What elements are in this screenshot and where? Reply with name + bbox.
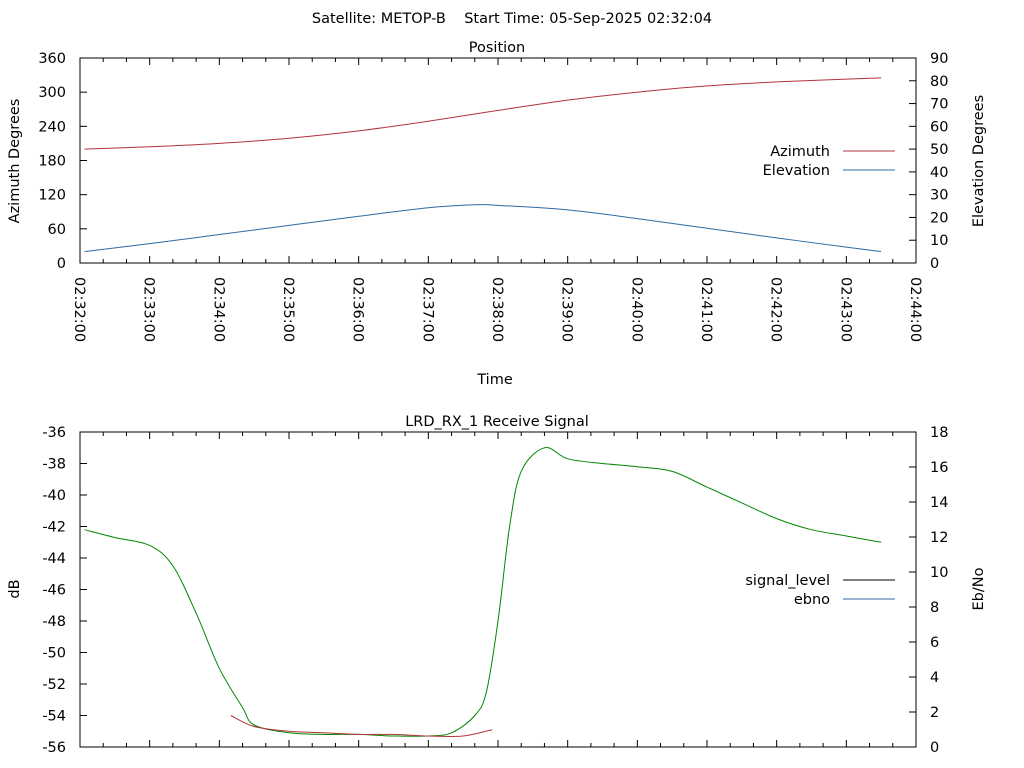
position-legend: Azimuth Elevation xyxy=(763,144,895,179)
x-tick-label: 02:39:00 xyxy=(559,277,575,342)
legend-label-azimuth: Azimuth xyxy=(770,144,830,160)
y-tick-label: -40 xyxy=(42,488,66,504)
position-axis-ticks: 0 60 120 180 240 300 360 0 10 20 30 40 50 60 70 80 90 02:… xyxy=(38,51,948,342)
y-tick-label: -36 xyxy=(42,425,66,441)
y-tick-label: -54 xyxy=(42,709,66,725)
y-tick-label: -42 xyxy=(42,520,66,536)
position-y-axis-label: Azimuth Degrees xyxy=(7,99,23,224)
y2-tick-label: 0 xyxy=(930,740,939,756)
signal-trace-1 xyxy=(84,447,882,737)
position-chart: Position 0 60 120 180 240 300 360 0 10 20 30 40 50 60… xyxy=(7,40,987,388)
x-tick-label: 02:38:00 xyxy=(489,277,505,342)
y2-tick-label: 4 xyxy=(930,670,939,686)
position-plot-frame xyxy=(79,57,917,264)
y2-tick-label: 12 xyxy=(930,530,948,546)
y-tick-label: -44 xyxy=(42,551,66,567)
y2-tick-label: 60 xyxy=(930,119,948,135)
receive-plot-frame xyxy=(79,431,917,748)
y2-tick-label: 2 xyxy=(930,705,939,721)
x-tick-label: 02:37:00 xyxy=(419,277,435,342)
receive-legend: signal_level ebno xyxy=(745,573,895,608)
series-line-elevation xyxy=(84,204,882,253)
y-tick-label: 300 xyxy=(38,85,66,101)
legend-label-signal-level: signal_level xyxy=(745,573,830,589)
x-tick-label: 02:41:00 xyxy=(698,277,714,342)
y-tick-label: 180 xyxy=(38,154,66,170)
figure-title: Satellite: METOP-B Start Time: 05-Sep-20… xyxy=(312,11,712,27)
y-tick-label: 0 xyxy=(57,256,66,272)
y2-tick-label: 30 xyxy=(930,188,948,204)
y-tick-label: 60 xyxy=(48,222,66,238)
y-tick-label: -46 xyxy=(42,583,66,599)
legend-label-ebno: ebno xyxy=(794,592,830,608)
x-tick-label: 02:44:00 xyxy=(907,277,923,342)
y2-tick-label: 50 xyxy=(930,142,948,158)
y2-tick-label: 18 xyxy=(930,425,948,441)
receive-signal-chart: LRD_RX_1 Receive Signal -56-54-52-50-48-… xyxy=(7,414,987,756)
receive-y2-axis-label: Eb/No xyxy=(971,567,987,610)
y-tick-label: -48 xyxy=(42,614,66,630)
y2-tick-label: 40 xyxy=(930,165,948,181)
x-tick-label: 02:36:00 xyxy=(350,277,366,342)
y2-tick-label: 90 xyxy=(930,51,948,67)
y2-tick-label: 10 xyxy=(930,233,948,249)
x-tick-label: 02:40:00 xyxy=(628,277,644,342)
position-chart-title: Position xyxy=(469,40,525,56)
x-tick-label: 02:42:00 xyxy=(768,277,784,342)
y-tick-label: -52 xyxy=(42,677,66,693)
x-tick-label: 02:34:00 xyxy=(210,277,226,342)
y2-tick-label: 10 xyxy=(930,565,948,581)
receive-series-lines xyxy=(84,447,882,737)
x-tick-label: 02:43:00 xyxy=(837,277,853,342)
y-tick-label: 360 xyxy=(38,51,66,67)
legend-label-elevation: Elevation xyxy=(763,163,830,179)
receive-axis-ticks: -56 -54 -52 -50 -48 -46 -44 -42 -40 -38 -36 0 2 4 6 8 10… xyxy=(42,425,948,756)
y-tick-label: -38 xyxy=(42,457,66,473)
receive-y-axis-label: dB xyxy=(7,579,23,598)
y2-tick-label: 80 xyxy=(930,74,948,90)
y2-tick-label: 6 xyxy=(930,635,939,651)
position-y2-axis-label: Elevation Degrees xyxy=(971,95,987,227)
receive-chart-title: LRD_RX_1 Receive Signal xyxy=(405,414,589,430)
series-line-azimuth xyxy=(84,77,882,150)
position-x-axis-label: Time xyxy=(476,372,513,388)
y-tick-label: 240 xyxy=(38,119,66,135)
y2-tick-label: 16 xyxy=(930,460,948,476)
y-tick-label: -50 xyxy=(42,646,66,662)
y2-tick-label: 0 xyxy=(930,256,939,272)
y2-tick-label: 14 xyxy=(930,495,948,511)
x-tick-label: 02:35:00 xyxy=(280,277,296,342)
y2-tick-label: 8 xyxy=(930,600,939,616)
y-tick-label: -56 xyxy=(42,740,66,756)
position-series-lines xyxy=(84,77,882,253)
y2-tick-label: 20 xyxy=(930,210,948,226)
signal-trace-2 xyxy=(230,715,493,737)
y-tick-label: 120 xyxy=(38,188,66,204)
x-tick-label: 02:32:00 xyxy=(71,277,87,342)
y2-tick-label: 70 xyxy=(930,97,948,113)
x-tick-label: 02:33:00 xyxy=(141,277,157,342)
